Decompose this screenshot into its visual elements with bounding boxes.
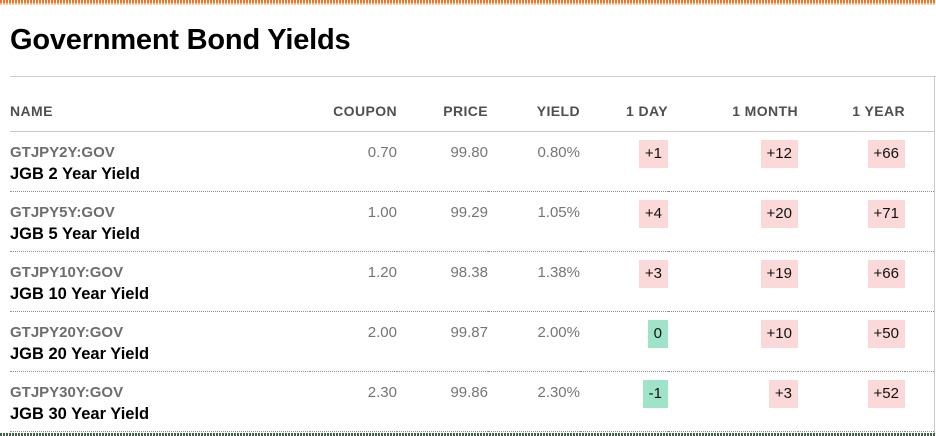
one-year-change-chip: +52 xyxy=(867,380,905,408)
one-month-cell: +12 xyxy=(668,132,798,192)
one-year-cell: +66 xyxy=(798,252,905,312)
yield-cell: 0.80% xyxy=(537,144,580,161)
title-divider xyxy=(10,76,936,77)
one-day-change-chip: +3 xyxy=(638,260,668,288)
price-cell: 99.86 xyxy=(450,384,488,401)
one-day-cell: -1 xyxy=(580,372,668,432)
one-month-change-chip: +20 xyxy=(760,200,798,228)
bond-yields-table: NAME COUPON PRICE YIELD 1 DAY 1 MONTH 1 … xyxy=(10,77,934,432)
coupon-cell: 1.20 xyxy=(367,264,397,281)
name-cell: GTJPY20Y:GOV JGB 20 Year Yield xyxy=(10,312,310,372)
yield-cell: 1.05% xyxy=(537,204,580,221)
bond-ticker-link[interactable]: GTJPY2Y:GOV xyxy=(10,144,115,161)
one-month-change-chip: +19 xyxy=(760,260,798,288)
one-day-change-chip: +1 xyxy=(638,140,668,168)
coupon-cell: 0.70 xyxy=(367,144,397,161)
one-day-cell: +1 xyxy=(580,132,668,192)
one-year-cell: +52 xyxy=(798,372,905,432)
one-day-change-chip: -1 xyxy=(642,380,668,408)
spacer-cell xyxy=(905,312,934,372)
coupon-cell: 2.00 xyxy=(367,324,397,341)
price-cell: 99.29 xyxy=(450,204,488,221)
yield-cell: 2.30% xyxy=(537,384,580,401)
coupon-cell: 1.00 xyxy=(367,204,397,221)
table-row: GTJPY2Y:GOV JGB 2 Year Yield 0.70 99.80 … xyxy=(10,132,934,192)
spacer-cell xyxy=(905,372,934,432)
one-year-change-chip: +71 xyxy=(867,200,905,228)
column-header-spacer xyxy=(905,77,934,132)
one-month-cell: +10 xyxy=(668,312,798,372)
table-right-border xyxy=(934,76,935,436)
bond-ticker-link[interactable]: GTJPY5Y:GOV xyxy=(10,204,115,221)
yield-cell: 2.00% xyxy=(537,324,580,341)
one-year-change-chip: +50 xyxy=(867,320,905,348)
coupon-cell: 2.30 xyxy=(367,384,397,401)
name-cell: GTJPY2Y:GOV JGB 2 Year Yield xyxy=(10,132,310,192)
bond-name-link[interactable]: JGB 5 Year Yield xyxy=(10,225,140,243)
table-row: GTJPY30Y:GOV JGB 30 Year Yield 2.30 99.8… xyxy=(10,372,934,432)
one-year-cell: +50 xyxy=(798,312,905,372)
table-row: GTJPY20Y:GOV JGB 20 Year Yield 2.00 99.8… xyxy=(10,312,934,372)
column-header-price: PRICE xyxy=(397,77,488,132)
one-year-cell: +71 xyxy=(798,192,905,252)
page-title: Government Bond Yields xyxy=(10,24,351,56)
bond-name-link[interactable]: JGB 2 Year Yield xyxy=(10,165,140,183)
bond-name-link[interactable]: JGB 20 Year Yield xyxy=(10,345,150,363)
bond-ticker-link[interactable]: GTJPY10Y:GOV xyxy=(10,264,124,281)
column-header-1-year: 1 YEAR xyxy=(798,77,905,132)
one-month-cell: +3 xyxy=(668,372,798,432)
bond-ticker-link[interactable]: GTJPY20Y:GOV xyxy=(10,324,124,341)
price-cell: 99.87 xyxy=(450,324,488,341)
one-day-cell: 0 xyxy=(580,312,668,372)
table-row: GTJPY10Y:GOV JGB 10 Year Yield 1.20 98.3… xyxy=(10,252,934,312)
name-cell: GTJPY10Y:GOV JGB 10 Year Yield xyxy=(10,252,310,312)
one-month-change-chip: +3 xyxy=(768,380,798,408)
one-month-cell: +20 xyxy=(668,192,798,252)
price-cell: 99.80 xyxy=(450,144,488,161)
one-month-change-chip: +10 xyxy=(760,320,798,348)
spacer-cell xyxy=(905,252,934,312)
table-row: GTJPY5Y:GOV JGB 5 Year Yield 1.00 99.29 … xyxy=(10,192,934,252)
price-cell: 98.38 xyxy=(450,264,488,281)
one-month-cell: +19 xyxy=(668,252,798,312)
one-day-cell: +4 xyxy=(580,192,668,252)
name-cell: GTJPY5Y:GOV JGB 5 Year Yield xyxy=(10,192,310,252)
spacer-cell xyxy=(905,192,934,252)
one-day-cell: +3 xyxy=(580,252,668,312)
yield-cell: 1.38% xyxy=(537,264,580,281)
column-header-1-day: 1 DAY xyxy=(580,77,668,132)
bond-name-link[interactable]: JGB 30 Year Yield xyxy=(10,405,150,423)
one-day-change-chip: +4 xyxy=(638,200,668,228)
one-year-change-chip: +66 xyxy=(867,140,905,168)
bottom-accent-bar xyxy=(0,433,936,436)
one-year-cell: +66 xyxy=(798,132,905,192)
column-header-yield: YIELD xyxy=(488,77,580,132)
name-cell: GTJPY30Y:GOV JGB 30 Year Yield xyxy=(10,372,310,432)
spacer-cell xyxy=(905,132,934,192)
one-year-change-chip: +66 xyxy=(867,260,905,288)
top-accent-bar xyxy=(0,0,936,5)
column-header-coupon: COUPON xyxy=(310,77,397,132)
table-header-row: NAME COUPON PRICE YIELD 1 DAY 1 MONTH 1 … xyxy=(10,77,934,132)
bond-ticker-link[interactable]: GTJPY30Y:GOV xyxy=(10,384,124,401)
column-header-name: NAME xyxy=(10,77,310,132)
column-header-1-month: 1 MONTH xyxy=(668,77,798,132)
bond-name-link[interactable]: JGB 10 Year Yield xyxy=(10,285,150,303)
bond-table-body: GTJPY2Y:GOV JGB 2 Year Yield 0.70 99.80 … xyxy=(10,132,934,432)
one-day-change-chip: 0 xyxy=(647,320,668,348)
one-month-change-chip: +12 xyxy=(760,140,798,168)
